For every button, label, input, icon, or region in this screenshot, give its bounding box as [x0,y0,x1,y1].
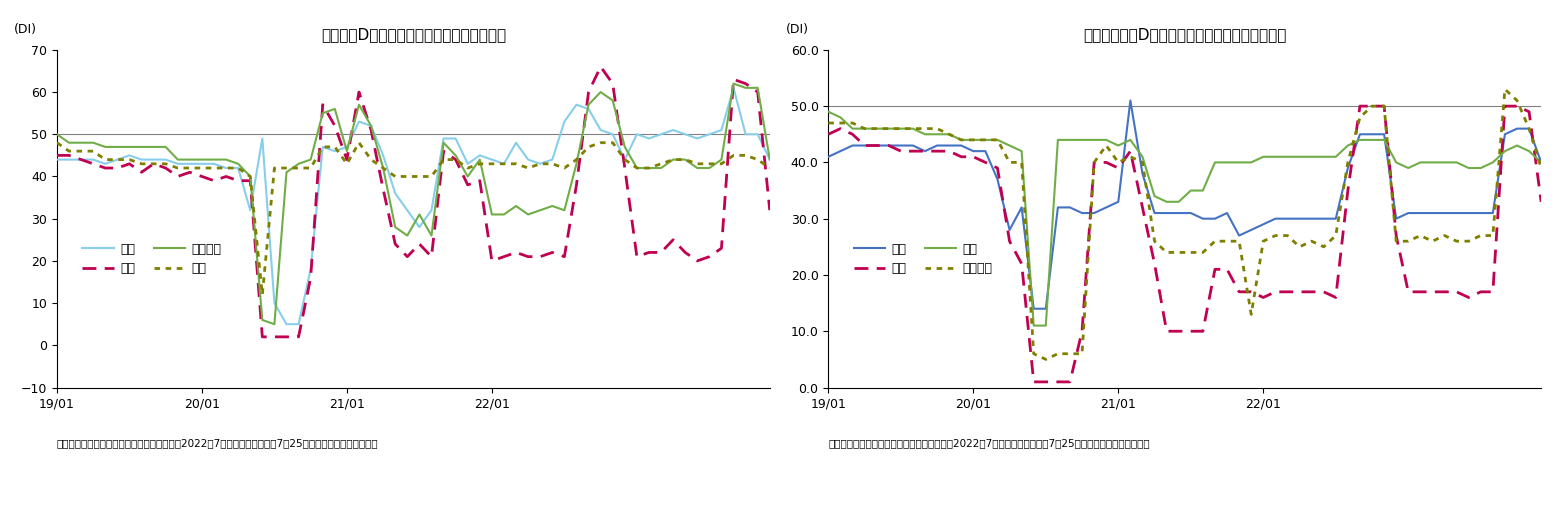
Legend: 小売, 飲食, 住宅, サービス: 小売, 飲食, 住宅, サービス [848,238,998,280]
小売 [506,139,525,146]
小売 [1290,216,1309,222]
住宅 [47,139,66,146]
サービス [818,120,837,126]
小売 [301,266,320,272]
Text: (DI): (DI) [14,23,37,36]
サービス [761,157,779,163]
Text: （出所）内閣府「景気ウォッチャー調査」（2022年7月調査、調査期間：7月25日から月末、季節調整値）: （出所）内閣府「景気ウォッチャー調査」（2022年7月調査、調査期間：7月25日… [828,438,1150,448]
住宅 [1000,142,1018,149]
住宅 [1037,322,1056,329]
Line: 小売: 小売 [828,100,1542,309]
サービス [1000,159,1018,165]
小売 [818,153,837,160]
小売 [1122,97,1140,103]
小売 [169,161,187,167]
飲食 [940,148,959,154]
Line: 住宅: 住宅 [56,142,770,295]
住宅 [1278,153,1296,160]
小売 [1037,306,1056,312]
Line: 飲食: 飲食 [56,67,770,337]
住宅 [1025,322,1043,329]
住宅 [253,292,272,298]
Legend: 小売, 飲食, サービス, 住宅: 小売, 飲食, サービス, 住宅 [78,238,226,280]
サービス [940,131,959,137]
サービス [289,161,308,167]
サービス [301,157,320,163]
サービス [1495,86,1514,93]
飲食 [1025,379,1043,385]
サービス [1073,350,1092,357]
サービス [506,203,525,209]
サービス [228,161,247,167]
小売 [1000,227,1018,233]
サービス [1278,232,1296,239]
サービス [253,317,272,323]
住宅 [1073,137,1092,143]
住宅 [266,165,284,171]
Line: サービス: サービス [828,89,1542,359]
Line: 飲食: 飲食 [828,106,1542,382]
飲食 [266,334,284,340]
住宅 [1061,137,1079,143]
Text: (DI): (DI) [786,23,809,36]
飲食 [289,334,308,340]
Title: 現状水準判断DＩ（家計動向関連）の内訳の推移: 現状水準判断DＩ（家計動向関連）の内訳の推移 [1082,27,1287,42]
小売 [1532,159,1551,165]
サービス [1061,350,1079,357]
住宅 [506,161,525,167]
住宅 [1532,159,1551,165]
小売 [47,157,66,163]
住宅 [761,165,779,171]
飲食 [253,334,272,340]
飲食 [1351,103,1370,109]
小売 [1061,204,1079,211]
飲食 [1061,379,1079,385]
飲食 [1000,238,1018,244]
サービス [266,321,284,327]
Text: （出所）内閣府「景気ウォッチャー調査」（2022年7月調査、調査期間：7月25日から月末、季節調整値）: （出所）内閣府「景気ウォッチャー調査」（2022年7月調査、調査期間：7月25日… [56,438,378,448]
小売 [253,135,272,141]
住宅 [228,165,247,171]
小売 [1025,306,1043,312]
サービス [1037,356,1056,362]
住宅 [289,165,308,171]
住宅 [940,131,959,137]
小売 [761,157,779,163]
Title: 現状判断DＩ（家計動向関連）の内訳の推移: 現状判断DＩ（家計動向関連）の内訳の推移 [320,27,506,42]
小売 [940,142,959,149]
Line: 住宅: 住宅 [828,112,1542,326]
飲食 [1073,328,1092,334]
Line: 小売: 小売 [56,88,770,324]
飲食 [1532,199,1551,205]
小売 [725,85,744,91]
サービス [169,157,187,163]
住宅 [818,109,837,115]
飲食 [301,275,320,281]
サービス [1532,165,1551,171]
飲食 [592,63,611,70]
小売 [1073,210,1092,216]
サービス [47,131,66,137]
飲食 [506,249,525,255]
住宅 [169,165,187,171]
住宅 [301,165,320,171]
飲食 [761,207,779,213]
小売 [228,165,247,171]
飲食 [228,177,247,184]
サービス [725,81,744,87]
飲食 [47,152,66,159]
飲食 [169,173,187,179]
飲食 [1037,379,1056,385]
サービス [1025,350,1043,357]
Line: サービス: サービス [56,84,770,324]
小売 [276,321,295,327]
飲食 [1278,289,1296,295]
飲食 [818,131,837,137]
小売 [289,321,308,327]
